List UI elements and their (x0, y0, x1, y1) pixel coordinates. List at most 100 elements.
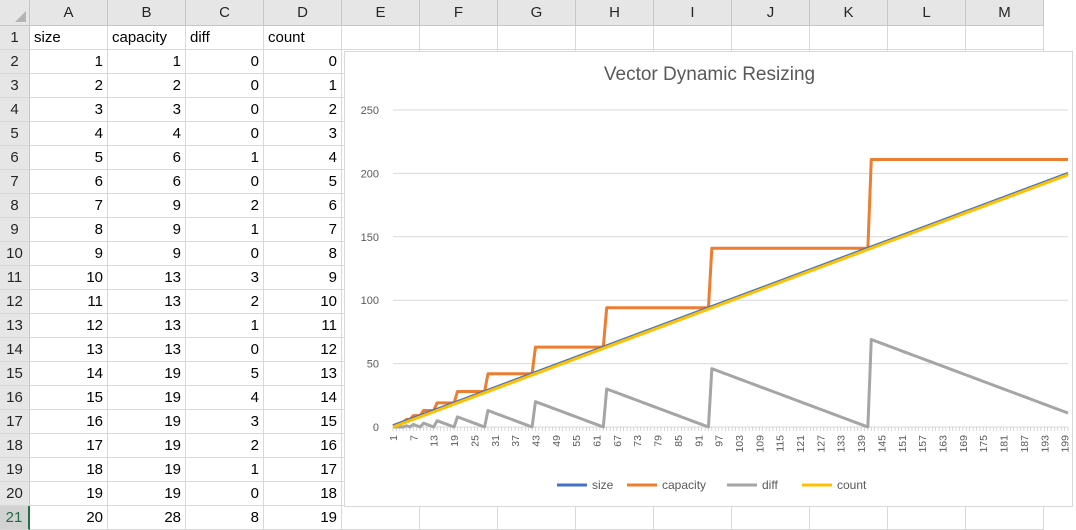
cell-d20[interactable]: 18 (264, 482, 342, 506)
row-header-11[interactable]: 11 (0, 266, 30, 290)
cell-d6[interactable]: 4 (264, 146, 342, 170)
cell-c20[interactable]: 0 (186, 482, 264, 506)
row-header-21[interactable]: 21 (0, 506, 30, 530)
cell-a13[interactable]: 12 (30, 314, 108, 338)
column-header-f[interactable]: F (420, 0, 498, 26)
cell-c7[interactable]: 0 (186, 170, 264, 194)
cell-c6[interactable]: 1 (186, 146, 264, 170)
cell-a19[interactable]: 18 (30, 458, 108, 482)
cell-b9[interactable]: 9 (108, 218, 186, 242)
cell-b1[interactable]: capacity (108, 26, 186, 50)
cell-m1[interactable] (966, 26, 1044, 50)
select-all-corner[interactable] (0, 0, 30, 26)
cell-a14[interactable]: 13 (30, 338, 108, 362)
cell-b11[interactable]: 13 (108, 266, 186, 290)
row-header-4[interactable]: 4 (0, 98, 30, 122)
cell-a9[interactable]: 8 (30, 218, 108, 242)
row-header-12[interactable]: 12 (0, 290, 30, 314)
row-header-17[interactable]: 17 (0, 410, 30, 434)
cell-b13[interactable]: 13 (108, 314, 186, 338)
cell-a6[interactable]: 5 (30, 146, 108, 170)
cell-b16[interactable]: 19 (108, 386, 186, 410)
cell-d11[interactable]: 9 (264, 266, 342, 290)
cell-a18[interactable]: 17 (30, 434, 108, 458)
cell-d12[interactable]: 10 (264, 290, 342, 314)
row-header-10[interactable]: 10 (0, 242, 30, 266)
cell-b15[interactable]: 19 (108, 362, 186, 386)
row-header-19[interactable]: 19 (0, 458, 30, 482)
cell-e21[interactable] (342, 506, 420, 530)
cell-c13[interactable]: 1 (186, 314, 264, 338)
row-header-13[interactable]: 13 (0, 314, 30, 338)
cell-b10[interactable]: 9 (108, 242, 186, 266)
cell-b17[interactable]: 19 (108, 410, 186, 434)
column-header-i[interactable]: I (654, 0, 732, 26)
cell-a1[interactable]: size (30, 26, 108, 50)
cell-b20[interactable]: 19 (108, 482, 186, 506)
cell-m21[interactable] (966, 506, 1044, 530)
row-header-8[interactable]: 8 (0, 194, 30, 218)
cell-a20[interactable]: 19 (30, 482, 108, 506)
cell-c15[interactable]: 5 (186, 362, 264, 386)
cell-c3[interactable]: 0 (186, 74, 264, 98)
chart[interactable]: Vector Dynamic Resizing 0 50 100 150 200 250 1… (344, 51, 1073, 507)
cell-j21[interactable] (732, 506, 810, 530)
cell-a17[interactable]: 16 (30, 410, 108, 434)
cell-c14[interactable]: 0 (186, 338, 264, 362)
cell-a21[interactable]: 20 (30, 506, 108, 530)
cell-d1[interactable]: count (264, 26, 342, 50)
cell-b19[interactable]: 19 (108, 458, 186, 482)
cell-b8[interactable]: 9 (108, 194, 186, 218)
cell-c10[interactable]: 0 (186, 242, 264, 266)
cell-b4[interactable]: 3 (108, 98, 186, 122)
cell-i21[interactable] (654, 506, 732, 530)
row-header-5[interactable]: 5 (0, 122, 30, 146)
column-header-d[interactable]: D (264, 0, 342, 26)
cell-b3[interactable]: 2 (108, 74, 186, 98)
cell-h21[interactable] (576, 506, 654, 530)
column-header-b[interactable]: B (108, 0, 186, 26)
cell-a16[interactable]: 15 (30, 386, 108, 410)
row-header-9[interactable]: 9 (0, 218, 30, 242)
cell-c2[interactable]: 0 (186, 50, 264, 74)
column-header-h[interactable]: H (576, 0, 654, 26)
cell-a15[interactable]: 14 (30, 362, 108, 386)
cell-j1[interactable] (732, 26, 810, 50)
cell-b14[interactable]: 13 (108, 338, 186, 362)
cell-a10[interactable]: 9 (30, 242, 108, 266)
cell-d19[interactable]: 17 (264, 458, 342, 482)
cell-d2[interactable]: 0 (264, 50, 342, 74)
cell-b12[interactable]: 13 (108, 290, 186, 314)
cell-l1[interactable] (888, 26, 966, 50)
cell-a8[interactable]: 7 (30, 194, 108, 218)
cell-d3[interactable]: 1 (264, 74, 342, 98)
row-header-7[interactable]: 7 (0, 170, 30, 194)
row-header-20[interactable]: 20 (0, 482, 30, 506)
cell-g21[interactable] (498, 506, 576, 530)
cell-b6[interactable]: 6 (108, 146, 186, 170)
cell-a11[interactable]: 10 (30, 266, 108, 290)
cell-a4[interactable]: 3 (30, 98, 108, 122)
cell-i1[interactable] (654, 26, 732, 50)
cell-c1[interactable]: diff (186, 26, 264, 50)
cell-c9[interactable]: 1 (186, 218, 264, 242)
cell-b2[interactable]: 1 (108, 50, 186, 74)
cell-a2[interactable]: 1 (30, 50, 108, 74)
cell-g1[interactable] (498, 26, 576, 50)
cell-c8[interactable]: 2 (186, 194, 264, 218)
cell-d10[interactable]: 8 (264, 242, 342, 266)
cell-d21[interactable]: 19 (264, 506, 342, 530)
cell-c19[interactable]: 1 (186, 458, 264, 482)
cell-c11[interactable]: 3 (186, 266, 264, 290)
cell-a5[interactable]: 4 (30, 122, 108, 146)
cell-c21[interactable]: 8 (186, 506, 264, 530)
cell-f1[interactable] (420, 26, 498, 50)
cell-b21[interactable]: 28 (108, 506, 186, 530)
cell-c12[interactable]: 2 (186, 290, 264, 314)
cell-a3[interactable]: 2 (30, 74, 108, 98)
cell-c4[interactable]: 0 (186, 98, 264, 122)
cell-k21[interactable] (810, 506, 888, 530)
column-header-e[interactable]: E (342, 0, 420, 26)
cell-h1[interactable] (576, 26, 654, 50)
cell-d9[interactable]: 7 (264, 218, 342, 242)
